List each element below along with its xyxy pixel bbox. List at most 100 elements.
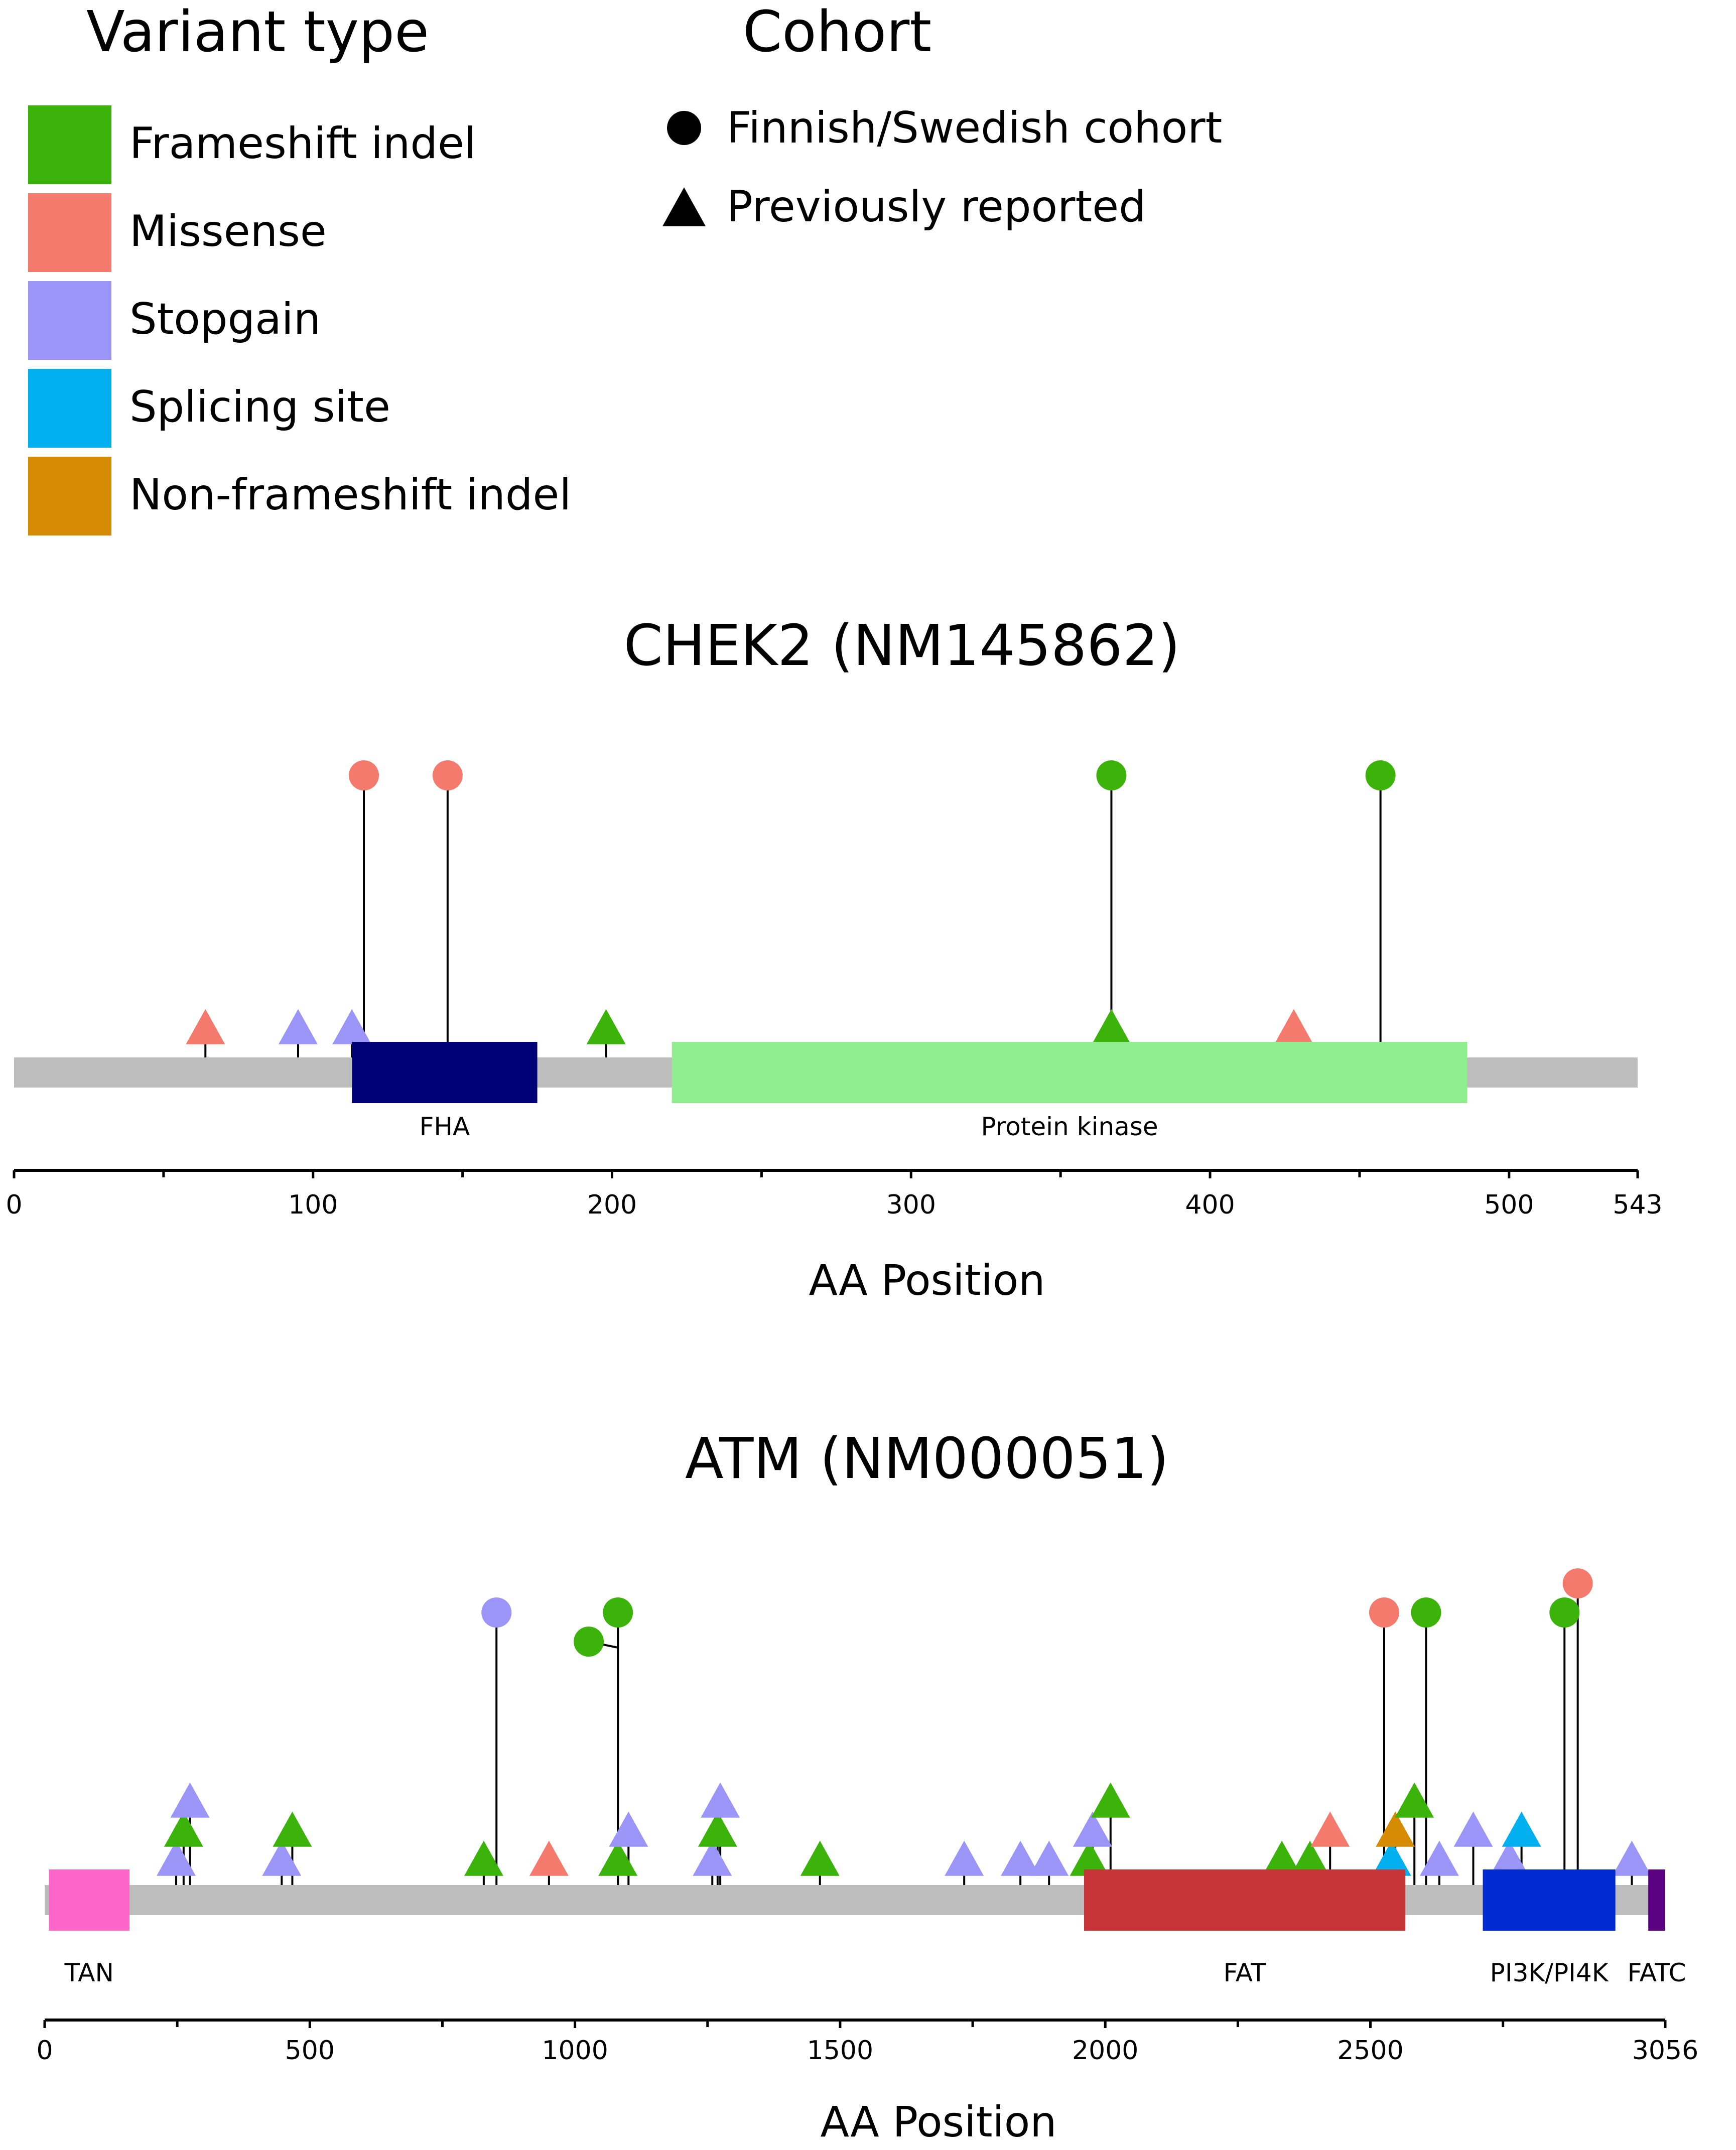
variant-marker-triangle-stopgain bbox=[1453, 1811, 1493, 1847]
legend-label-finnish-swedish-cohort: Finnish/Swedish cohort bbox=[727, 103, 1222, 153]
legend-cohorts: Finnish/Swedish cohort Previously reporte… bbox=[662, 103, 1222, 232]
x-tick-label: 400 bbox=[1185, 1190, 1235, 1220]
x-tick-label: 0 bbox=[36, 2036, 53, 2066]
legend-label-previously-reported: Previously reported bbox=[727, 182, 1146, 232]
domain-fat bbox=[1084, 1869, 1406, 1931]
atm-title: ATM (NM000051) bbox=[685, 1426, 1169, 1492]
atm-panel: ATM (NM000051) AA Position TAN FAT PI3K/PI… bbox=[36, 1426, 1698, 2146]
variant-marker-triangle-splicing-site bbox=[1502, 1811, 1541, 1847]
variant-markers bbox=[157, 1568, 1652, 1876]
chek2-title: CHEK2 (NM145862) bbox=[624, 613, 1180, 679]
x-axis: 0 500 1000 1500 2000 2500 3056 bbox=[36, 2019, 1698, 2066]
x-tick-label: 200 bbox=[587, 1190, 637, 1220]
legend-variant-types: Frameshift indel Missense Stopgain Splicing… bbox=[28, 105, 571, 535]
variant-stems bbox=[204, 775, 1382, 1057]
legend-cohort-title: Cohort bbox=[743, 0, 931, 65]
variant-marker-circle-missense bbox=[432, 760, 463, 790]
domain-label-tan: TAN bbox=[64, 1958, 114, 1987]
variant-marker-triangle-stopgain bbox=[945, 1840, 984, 1876]
domain-label-protein-kinase: Protein kinase bbox=[981, 1112, 1158, 1141]
variant-marker-triangle-frameshift-indel bbox=[1092, 1009, 1131, 1044]
chek2-xlabel: AA Position bbox=[809, 1256, 1045, 1305]
variant-marker-triangle-non-frameshift-indel bbox=[1376, 1811, 1415, 1847]
variant-marker-triangle-frameshift-indel bbox=[164, 1811, 203, 1847]
domain-tan bbox=[49, 1869, 130, 1931]
domain-label-fat: FAT bbox=[1224, 1958, 1266, 1987]
variant-marker-triangle-frameshift-indel bbox=[1091, 1782, 1130, 1818]
variant-marker-circle-frameshift-indel bbox=[603, 1597, 633, 1628]
x-tick-label: 1500 bbox=[807, 2036, 873, 2066]
variant-marker-triangle-stopgain bbox=[609, 1811, 648, 1847]
variant-marker-triangle-frameshift-indel bbox=[1262, 1840, 1302, 1876]
variant-marker-triangle-missense bbox=[1274, 1009, 1313, 1044]
domain-label-fha: FHA bbox=[420, 1112, 470, 1141]
variant-marker-triangle-stopgain bbox=[1490, 1840, 1529, 1876]
variant-marker-triangle-stopgain bbox=[693, 1840, 732, 1876]
plot-area: FHA Protein kinase bbox=[14, 760, 1638, 1141]
variant-marker-triangle-frameshift-indel bbox=[464, 1840, 503, 1876]
x-axis: 0 100 200 300 400 500 543 bbox=[6, 1169, 1663, 1220]
variant-marker-triangle-missense bbox=[186, 1009, 225, 1044]
variant-marker-circle-stopgain bbox=[481, 1597, 512, 1628]
variant-marker-triangle-frameshift-indel bbox=[273, 1811, 312, 1847]
domain-pi3k-pi4k bbox=[1483, 1869, 1616, 1931]
x-tick-label: 300 bbox=[886, 1190, 936, 1220]
variant-marker-triangle-stopgain bbox=[332, 1009, 372, 1044]
variant-marker-triangle-stopgain bbox=[1073, 1811, 1112, 1847]
atm-xlabel: AA Position bbox=[820, 2097, 1056, 2146]
x-tick-label: 500 bbox=[1484, 1190, 1534, 1220]
variant-marker-triangle-missense bbox=[529, 1840, 569, 1876]
x-tick-label: 3056 bbox=[1632, 2036, 1698, 2066]
variant-marker-triangle-stopgain bbox=[1029, 1840, 1069, 1876]
legend-label-frameshift-indel: Frameshift indel bbox=[129, 118, 476, 169]
variant-marker-triangle-frameshift-indel bbox=[1395, 1782, 1434, 1818]
variant-marker-triangle-stopgain bbox=[1001, 1840, 1040, 1876]
domain-fatc bbox=[1648, 1869, 1665, 1931]
variant-marker-circle-frameshift-indel bbox=[1549, 1597, 1580, 1628]
legend: Variant type Cohort Frameshift indel Miss… bbox=[28, 0, 1222, 535]
variant-marker-circle-frameshift-indel bbox=[1411, 1597, 1441, 1628]
variant-marker-triangle-frameshift-indel bbox=[698, 1811, 737, 1847]
variant-marker-triangle-stopgain bbox=[1419, 1840, 1459, 1876]
legend-label-non-frameshift-indel: Non-frameshift indel bbox=[129, 470, 571, 520]
variant-marker-triangle-stopgain bbox=[701, 1782, 740, 1818]
x-tick-label: 1000 bbox=[542, 2036, 608, 2066]
legend-label-stopgain: Stopgain bbox=[129, 294, 321, 344]
variant-marker-triangle-frameshift-indel bbox=[586, 1009, 626, 1044]
variant-marker-triangle-stopgain bbox=[1612, 1840, 1652, 1876]
legend-swatch-missense bbox=[28, 193, 111, 272]
variant-marker-triangle-frameshift-indel bbox=[598, 1840, 638, 1876]
variant-marker-triangle-stopgain bbox=[278, 1009, 318, 1044]
legend-marker-previously-reported bbox=[662, 187, 706, 226]
variant-marker-triangle-stopgain bbox=[157, 1840, 196, 1876]
protein-backbone bbox=[45, 1885, 1665, 1915]
legend-label-missense: Missense bbox=[129, 206, 327, 256]
variant-marker-circle-frameshift-indel bbox=[1365, 760, 1396, 790]
variant-marker-circle-frameshift-indel bbox=[1096, 760, 1127, 790]
variant-markers bbox=[186, 760, 1396, 1044]
legend-swatch-frameshift-indel bbox=[28, 105, 111, 184]
variant-marker-triangle-stopgain bbox=[262, 1840, 302, 1876]
variant-marker-triangle-frameshift-indel bbox=[1290, 1840, 1330, 1876]
legend-swatch-stopgain bbox=[28, 281, 111, 360]
plot-area: TAN FAT PI3K/PI4K FATC bbox=[45, 1568, 1686, 1987]
x-tick-label: 543 bbox=[1613, 1190, 1662, 1220]
legend-label-splicing-site: Splicing site bbox=[129, 382, 390, 432]
x-tick-label: 2000 bbox=[1072, 2036, 1138, 2066]
x-tick-label: 0 bbox=[6, 1190, 22, 1220]
chek2-panel: CHEK2 (NM145862) AA Position FHA Protein … bbox=[6, 613, 1662, 1305]
domain-label-fatc: FATC bbox=[1628, 1958, 1686, 1987]
x-tick-label: 2500 bbox=[1337, 2036, 1403, 2066]
variant-marker-triangle-frameshift-indel bbox=[800, 1840, 840, 1876]
variant-marker-circle-missense bbox=[349, 760, 379, 790]
variant-marker-triangle-stopgain bbox=[170, 1782, 210, 1818]
variant-marker-triangle-splicing-site bbox=[1372, 1840, 1411, 1876]
x-tick-label: 500 bbox=[285, 2036, 335, 2066]
domain-protein-kinase bbox=[672, 1042, 1467, 1103]
legend-swatch-splicing-site bbox=[28, 369, 111, 448]
domain-label-pi3k-pi4k: PI3K/PI4K bbox=[1490, 1958, 1609, 1987]
variant-stems bbox=[175, 1583, 1633, 1885]
variant-marker-circle-missense bbox=[1562, 1568, 1593, 1598]
variant-marker-triangle-missense bbox=[1310, 1811, 1350, 1847]
